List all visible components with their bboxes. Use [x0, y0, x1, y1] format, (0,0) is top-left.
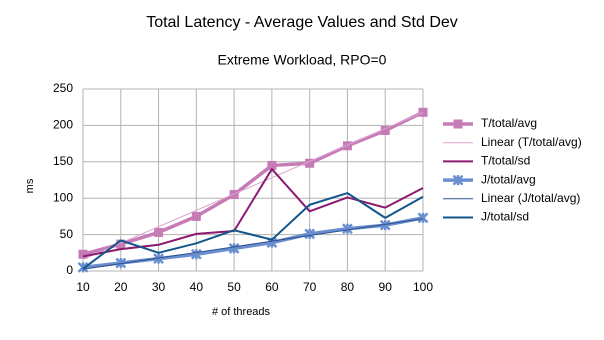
series-line	[82, 216, 424, 270]
x-tick-label: 100	[413, 280, 433, 294]
marker	[379, 219, 391, 231]
marker	[154, 227, 164, 237]
marker	[417, 212, 429, 224]
series-line	[82, 218, 424, 270]
marker	[342, 141, 352, 151]
legend-label: J/total/sd	[481, 210, 529, 224]
marker	[228, 243, 240, 254]
x-tick-label: 70	[303, 280, 317, 294]
marker	[229, 190, 239, 200]
x-tick-label: 30	[152, 280, 166, 294]
y-tick-label: 150	[53, 154, 73, 168]
y-tick-label: 100	[53, 190, 73, 204]
marker	[116, 239, 126, 249]
x-tick-label: 50	[227, 280, 241, 294]
series-line	[82, 111, 424, 260]
x-tick-label: 10	[76, 280, 90, 294]
marker	[191, 211, 201, 221]
marker	[77, 261, 89, 273]
legend-marker	[452, 174, 464, 186]
legend-label: J/total/avg	[481, 172, 536, 186]
x-tick-label: 80	[341, 280, 355, 294]
x-tick-label: 40	[190, 280, 204, 294]
legend-label: Linear (J/total/avg)	[481, 191, 580, 205]
legend-label: T/total/sd	[481, 154, 530, 168]
chart-subtitle: Extreme Workload, RPO=0	[218, 52, 387, 68]
marker	[78, 249, 88, 259]
series-line	[82, 192, 424, 270]
x-axis-label: # of threads	[212, 306, 271, 318]
legend-label: Linear (T/total/avg)	[481, 135, 582, 149]
marker	[380, 125, 390, 135]
y-tick-label: 50	[60, 227, 74, 241]
y-tick-label: 200	[53, 118, 73, 132]
marker	[342, 223, 353, 235]
y-tick-label: 250	[53, 81, 73, 95]
marker	[153, 253, 164, 265]
x-tick-label: 60	[265, 280, 279, 294]
marker	[418, 107, 428, 117]
x-tick-label: 90	[379, 280, 393, 294]
chart-title: Total Latency - Average Values and Std D…	[146, 14, 458, 31]
x-tick-label: 20	[114, 280, 128, 294]
y-axis-label: ms	[24, 178, 36, 193]
marker	[305, 158, 315, 168]
marker	[304, 228, 316, 240]
y-tick-label: 0	[66, 263, 73, 277]
series-line	[82, 110, 424, 256]
legend-label: T/total/avg	[481, 116, 537, 130]
marker	[267, 160, 277, 170]
marker	[190, 248, 202, 260]
marker	[115, 257, 127, 269]
legend-marker	[453, 119, 463, 129]
